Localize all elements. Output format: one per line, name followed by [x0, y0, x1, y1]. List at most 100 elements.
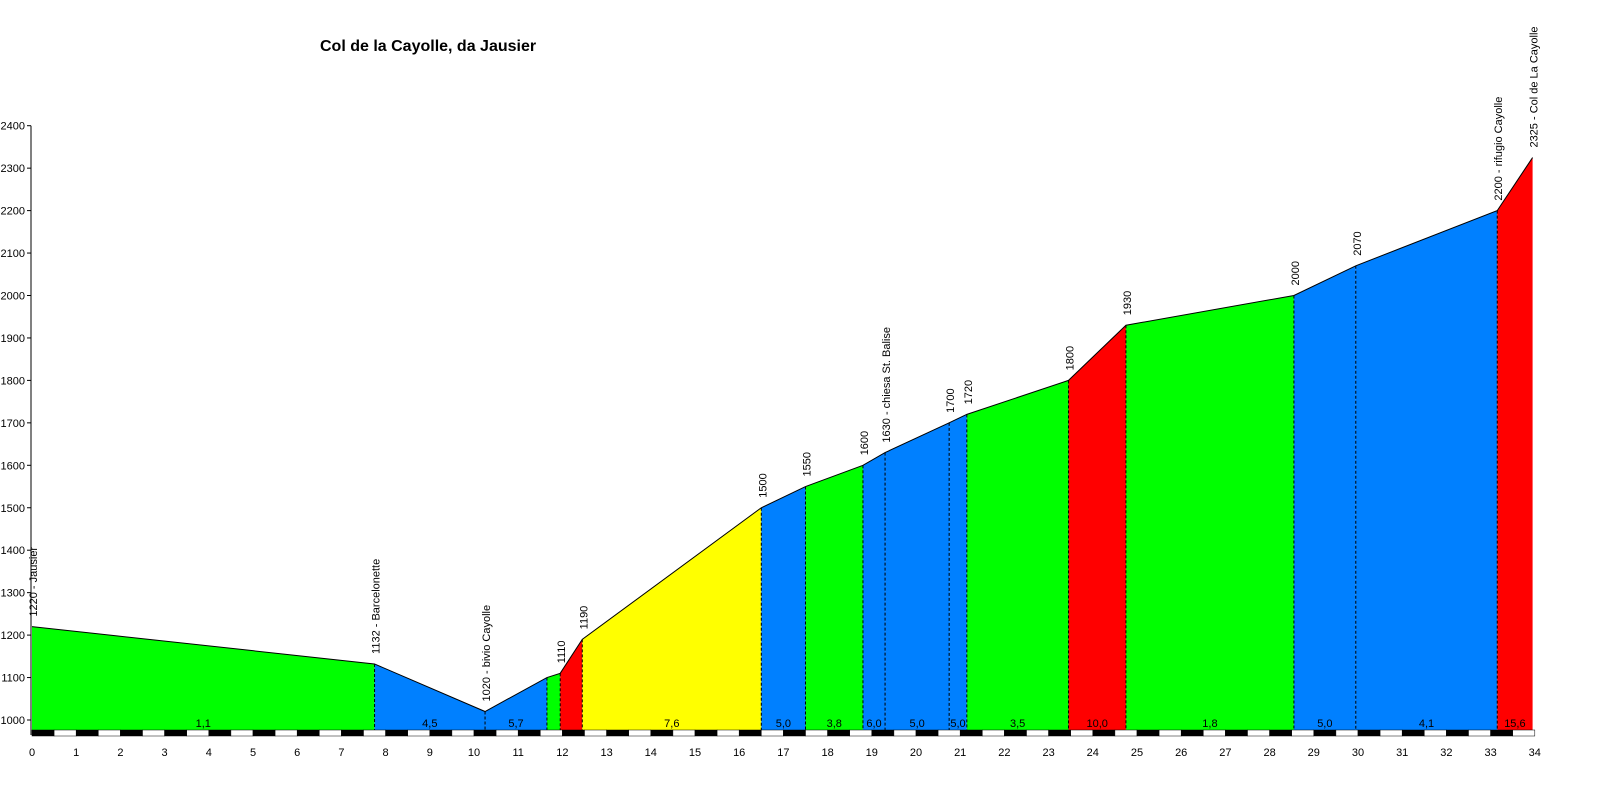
km-bar-block	[893, 729, 917, 737]
km-bar-block	[827, 729, 850, 737]
km-bar-block	[694, 729, 718, 737]
km-bar-block	[915, 729, 939, 737]
km-bar-block	[429, 729, 453, 737]
x-tick-label: 28	[1263, 747, 1275, 759]
km-bar-block	[473, 729, 497, 737]
profile-segment	[1125, 295, 1294, 735]
x-tick-label: 33	[1484, 747, 1496, 759]
elevation-annotation: 1700	[945, 388, 957, 412]
km-bar-block	[562, 729, 585, 737]
gradient-label: 5,0	[909, 718, 924, 730]
gradient-label: 4,1	[1419, 718, 1434, 730]
km-bar-block	[230, 729, 254, 737]
x-tick-label: 12	[556, 747, 568, 759]
x-tick-label: 9	[427, 747, 433, 759]
km-bar-block	[1225, 729, 1248, 737]
elevation-annotation: 1132 - Barcelonette	[371, 559, 383, 654]
km-bar-block	[849, 729, 873, 737]
elevation-annotation: 1800	[1064, 346, 1076, 370]
gradient-label: 5,7	[508, 718, 523, 730]
gradient-label: 5,0	[1317, 718, 1332, 730]
km-bar-block	[1158, 729, 1182, 737]
km-bar-block	[164, 729, 187, 737]
x-tick-label: 34	[1529, 747, 1541, 759]
km-bar-block	[1026, 729, 1049, 737]
km-bar-block	[650, 729, 674, 737]
x-tick-label: 4	[206, 747, 212, 759]
x-tick-label: 6	[294, 747, 300, 759]
km-bar-block	[341, 729, 364, 737]
elevation-annotation: 2200 - rifugio Cayolle	[1493, 97, 1505, 201]
profile-segment	[1293, 265, 1356, 735]
km-bar-block	[937, 729, 961, 737]
elevation-annotation: 2325 - Col de La Cayolle	[1529, 26, 1541, 147]
km-bar-block	[1490, 729, 1513, 737]
profile-segment	[1355, 210, 1498, 736]
y-tick-label: 1700	[1, 418, 25, 430]
x-tick-label: 25	[1131, 747, 1143, 759]
km-bar-block	[628, 729, 652, 737]
x-tick-label: 0	[29, 747, 35, 759]
km-bar-block	[672, 729, 696, 737]
x-tick-label: 7	[338, 747, 344, 759]
km-bar-block	[1136, 729, 1160, 737]
x-tick-label: 29	[1308, 747, 1320, 759]
x-tick-label: 18	[821, 747, 833, 759]
y-tick-label: 1200	[1, 630, 25, 642]
km-bar-block	[1291, 729, 1315, 737]
gradient-label: 1,1	[196, 718, 211, 730]
x-tick-label: 8	[383, 747, 389, 759]
y-tick-label: 2400	[1, 121, 25, 133]
km-bar-block	[1446, 729, 1469, 737]
km-bar-block	[120, 729, 143, 737]
km-bar-block	[1004, 729, 1027, 737]
km-bar-block	[186, 729, 210, 737]
km-bar-block	[363, 729, 386, 737]
profile-segment	[862, 452, 886, 735]
profile-segment	[761, 486, 806, 735]
profile-segment	[1068, 325, 1126, 735]
km-bar-block	[1180, 729, 1204, 737]
elevation-annotation: 1020 - bivio Cayolle	[481, 605, 493, 702]
km-bar-block	[407, 729, 431, 737]
x-tick-label: 2	[117, 747, 123, 759]
profile-segment	[966, 380, 1069, 735]
x-tick-label: 22	[998, 747, 1010, 759]
km-bar-block	[584, 729, 607, 737]
chart-title: Col de la Cayolle, da Jausier	[320, 38, 537, 55]
x-tick-label: 16	[733, 747, 745, 759]
km-bar-block	[871, 729, 895, 737]
km-bar-block	[274, 729, 298, 737]
elevation-annotation: 1930	[1122, 291, 1134, 315]
elevation-annotation: 2070	[1352, 231, 1364, 255]
km-bar-block	[385, 729, 408, 737]
gradient-label: 15,6	[1504, 718, 1525, 730]
km-bar-block	[142, 729, 165, 737]
km-bar-block	[1357, 729, 1381, 737]
y-tick-label: 2000	[1, 291, 25, 303]
km-bar-block	[31, 729, 55, 737]
profile-segment	[485, 677, 547, 735]
km-bar-block	[1070, 729, 1094, 737]
km-bar-block	[959, 729, 983, 737]
km-bar-block	[805, 729, 828, 737]
y-tick-label: 1400	[1, 545, 25, 557]
km-bar-block	[1468, 729, 1491, 737]
elevation-annotation: 1600	[859, 431, 871, 455]
elevation-annotation: 1500	[757, 473, 769, 497]
km-bar-block	[783, 729, 806, 737]
elevation-annotation: 1720	[963, 380, 975, 404]
elevation-annotation: 1110	[556, 640, 568, 663]
y-tick-label: 2100	[1, 248, 25, 260]
x-tick-label: 14	[645, 747, 657, 759]
km-bar-block	[540, 729, 563, 737]
km-bar-block	[1092, 729, 1116, 737]
y-tick-label: 1000	[1, 715, 25, 727]
x-tick-label: 5	[250, 747, 256, 759]
profile-segment	[949, 414, 967, 735]
profile-segment	[805, 465, 863, 735]
gradient-label: 3,5	[1010, 718, 1025, 730]
km-bar-block	[1424, 729, 1447, 737]
profile-segment	[885, 422, 950, 735]
km-bar-block	[1335, 729, 1359, 737]
